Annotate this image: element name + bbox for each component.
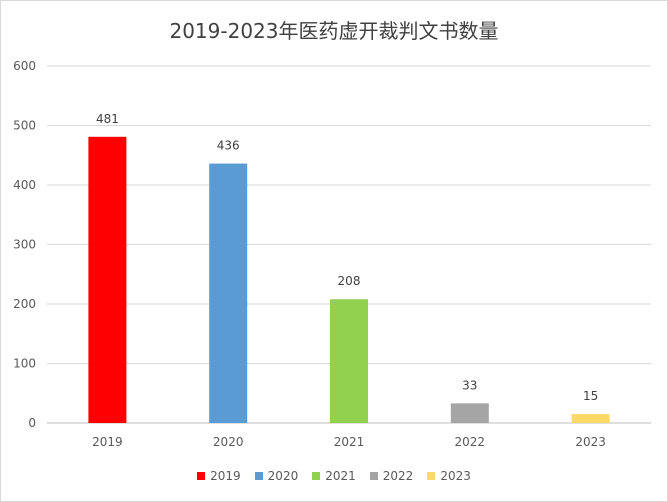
y-tick-label: 400 [13, 178, 36, 192]
y-tick-label: 600 [13, 59, 36, 73]
legend-label: 2020 [267, 469, 299, 483]
y-tick-label: 300 [13, 238, 36, 252]
bar [571, 414, 610, 423]
y-tick-label: 500 [13, 119, 36, 133]
legend-swatch [254, 472, 263, 480]
data-label: 208 [338, 274, 361, 288]
legend-item: 2023 [427, 469, 471, 483]
legend-swatch [427, 472, 436, 480]
legend: 2019 2020 2021 2022 2023 [1, 469, 667, 483]
legend-swatch [369, 472, 378, 480]
bar [88, 136, 127, 423]
legend-item: 2022 [369, 469, 414, 483]
data-label: 436 [217, 139, 240, 153]
bar [450, 403, 489, 423]
y-tick-label: 0 [28, 416, 36, 430]
x-tick-label: 2021 [334, 435, 365, 449]
data-label: 481 [96, 112, 119, 126]
legend-swatch [312, 472, 321, 480]
legend-item: 2020 [254, 469, 299, 483]
legend-label: 2021 [325, 469, 356, 483]
chart-title: 2019-2023年医药虚开裁判文书数量 [169, 19, 499, 43]
x-tick-label: 2020 [213, 435, 244, 449]
x-tick-label: 2022 [455, 435, 486, 449]
x-tick-label: 2023 [575, 435, 606, 449]
data-label: 15 [583, 389, 598, 403]
x-tick-label: 2019 [92, 435, 123, 449]
legend-label: 2022 [382, 469, 414, 483]
legend-item: 2021 [312, 469, 356, 483]
data-label: 33 [462, 378, 477, 392]
y-tick-label: 200 [13, 297, 36, 311]
legend-label: 2019 [210, 469, 241, 483]
legend-swatch [197, 472, 206, 480]
bar [209, 163, 248, 423]
y-tick-label: 100 [13, 357, 36, 371]
bar [330, 299, 368, 423]
legend-label: 2023 [440, 469, 471, 483]
legend-item: 2019 [197, 469, 241, 483]
